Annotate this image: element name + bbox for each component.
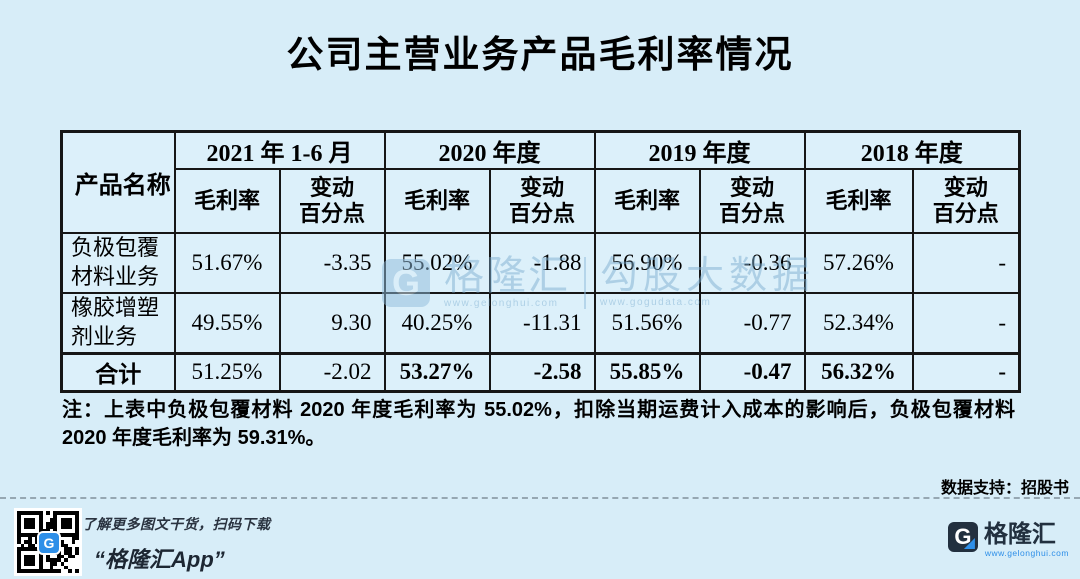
value-cell: 55.02% xyxy=(383,232,491,294)
qr-code: G xyxy=(14,508,82,576)
value-cell: -3.35 xyxy=(278,232,386,294)
subheader-margin: 毛利率 xyxy=(383,168,491,234)
value-cell: 51.67% xyxy=(173,232,281,294)
total-row: 合计 51.25% -2.02 53.27% -2.58 55.85% -0.4… xyxy=(60,351,1021,392)
value-cell: 9.30 xyxy=(278,292,386,354)
data-source-label: 数据支持：招股书 xyxy=(940,480,1069,497)
product-name: 橡胶增塑剂业务 xyxy=(60,292,176,354)
product-name: 负极包覆材料业务 xyxy=(60,232,176,294)
period-header-row: 产品名称 2021 年 1-6 月 2020 年度 2019 年度 2018 年… xyxy=(60,130,1021,234)
margin-table-container: 产品名称 2021 年 1-6 月 2020 年度 2019 年度 2018 年… xyxy=(60,130,1021,393)
period-header-2018: 2018 年度 xyxy=(803,130,1021,170)
subheader-change: 变动 百分点 xyxy=(488,168,596,234)
period-header-2021: 2021 年 1-6 月 xyxy=(173,130,386,170)
subheader-margin: 毛利率 xyxy=(593,168,701,234)
value-cell: 49.55% xyxy=(173,292,281,354)
table-row-coating: 负极包覆材料业务 51.67% -3.35 55.02% -1.88 56.90… xyxy=(60,232,1021,294)
page-title: 公司主营业务产品毛利率情况 xyxy=(286,34,794,75)
table-note: 注：上表中负极包覆材料 2020 年度毛利率为 55.02%，扣除当期运费计入成… xyxy=(62,399,1015,450)
period-header-2020: 2020 年度 xyxy=(383,130,596,170)
logo-triangle-icon xyxy=(963,538,975,549)
value-cell: -0.77 xyxy=(698,292,806,354)
value-cell: 52.34% xyxy=(803,292,914,354)
subheader-margin: 毛利率 xyxy=(803,168,914,234)
value-cell: - xyxy=(911,292,1021,354)
sub-header-row: 毛利率 变动 百分点 毛利率 变动 百分点 毛利率 变动 百分点 毛利率 变动 百分点 xyxy=(62,168,1021,234)
value-cell: -2.58 xyxy=(488,351,596,392)
value-cell: 56.32% xyxy=(803,351,914,392)
value-cell: 51.56% xyxy=(593,292,701,354)
value-cell: - xyxy=(911,351,1021,392)
subheader-change: 变动 百分点 xyxy=(911,168,1021,234)
value-cell: -1.88 xyxy=(488,232,596,294)
brand-name: 格隆汇 xyxy=(983,521,1056,548)
footer-captions: 了解更多图文干货，扫码下载 “格隆汇App” xyxy=(82,514,271,574)
brand-url: www.gelonghui.com xyxy=(984,548,1069,559)
value-cell: -0.47 xyxy=(698,351,806,392)
value-cell: -11.31 xyxy=(488,292,596,354)
value-cell: 57.26% xyxy=(803,232,914,294)
value-cell: 55.85% xyxy=(593,351,701,392)
value-cell: 40.25% xyxy=(383,292,491,354)
margin-table: 产品名称 2021 年 1-6 月 2020 年度 2019 年度 2018 年… xyxy=(60,130,1021,393)
qr-caption: 了解更多图文干货，扫码下载 xyxy=(82,516,271,532)
footer-divider xyxy=(0,497,1080,499)
gelonghui-logo: G 格隆汇 www.gelonghui.com xyxy=(947,521,1069,559)
value-cell: - xyxy=(911,232,1021,294)
subheader-change: 变动 百分点 xyxy=(278,168,386,234)
gelonghui-logo-icon: G xyxy=(947,522,978,552)
corner-header: 产品名称 xyxy=(60,130,176,234)
value-cell: 53.27% xyxy=(383,351,491,392)
total-label: 合计 xyxy=(60,351,176,392)
value-cell: -0.36 xyxy=(698,232,806,294)
subheader-change: 变动 百分点 xyxy=(698,168,806,234)
app-name: “格隆汇App” xyxy=(94,547,225,572)
gelonghui-qr-logo-icon: G xyxy=(37,531,61,555)
table-row-plasticizer: 橡胶增塑剂业务 49.55% 9.30 40.25% -11.31 51.56%… xyxy=(60,292,1021,354)
value-cell: 51.25% xyxy=(173,351,281,392)
period-header-2019: 2019 年度 xyxy=(593,130,806,170)
value-cell: 56.90% xyxy=(593,232,701,294)
value-cell: -2.02 xyxy=(278,351,386,392)
subheader-margin: 毛利率 xyxy=(173,168,281,234)
